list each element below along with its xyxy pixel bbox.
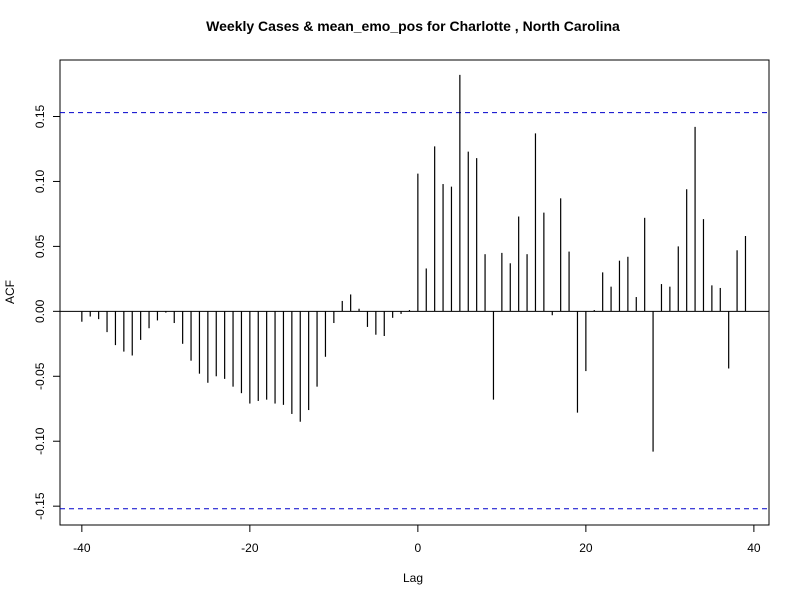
x-tick-label: -20 [241, 541, 259, 555]
y-tick-label: 0.15 [33, 104, 47, 128]
plot-frame [59, 59, 770, 526]
y-tick-label: 0.00 [33, 299, 47, 323]
y-axis-label: ACF [3, 280, 17, 304]
chart-title: Weekly Cases & mean_emo_pos for Charlott… [206, 18, 620, 34]
x-axis-label: Lag [403, 571, 423, 585]
y-tick-label: -0.05 [33, 362, 47, 390]
x-tick-label: -40 [73, 541, 91, 555]
y-tick-label: 0.05 [33, 234, 47, 258]
x-tick-label: 0 [415, 541, 422, 555]
x-tick-label: 20 [579, 541, 593, 555]
x-axis: -40 -20 0 20 40 [73, 524, 761, 555]
y-tick-label: -0.10 [33, 427, 47, 455]
y-tick-label: 0.10 [33, 169, 47, 193]
y-tick-label: -0.15 [33, 492, 47, 520]
y-axis: -0.15 -0.10 -0.05 0.00 0.05 0.10 0.15 [33, 104, 61, 520]
confidence-bounds [60, 112, 769, 510]
acf-bars [81, 74, 747, 452]
x-tick-label: 40 [747, 541, 761, 555]
